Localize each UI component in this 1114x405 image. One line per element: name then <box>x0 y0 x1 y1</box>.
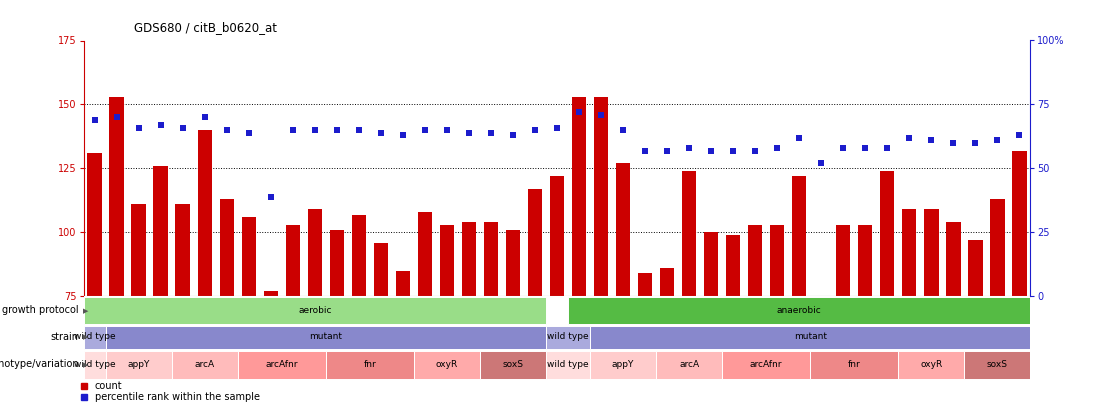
Bar <box>418 212 432 405</box>
Text: oxyR: oxyR <box>920 360 942 369</box>
Bar <box>528 189 543 405</box>
Text: ▶: ▶ <box>82 362 88 368</box>
Bar <box>84 326 106 349</box>
Text: mutant: mutant <box>310 333 342 341</box>
Text: strain: strain <box>51 332 79 342</box>
Text: growth protocol: growth protocol <box>2 305 79 315</box>
Bar <box>965 351 1030 379</box>
Text: arcA: arcA <box>680 360 700 369</box>
Bar <box>330 230 344 405</box>
Bar <box>1013 151 1027 405</box>
Text: arcA: arcA <box>195 360 215 369</box>
Bar <box>704 232 719 405</box>
Bar <box>571 97 586 405</box>
Text: fnr: fnr <box>363 360 377 369</box>
Text: anaerobic: anaerobic <box>776 306 822 315</box>
Bar <box>682 171 696 405</box>
Bar <box>925 209 938 405</box>
Bar <box>197 130 212 405</box>
Bar <box>172 351 237 379</box>
Text: arcAfnr: arcAfnr <box>265 360 297 369</box>
Bar <box>747 225 762 405</box>
Bar <box>880 171 895 405</box>
Bar <box>858 225 872 405</box>
Bar <box>106 326 546 349</box>
Bar <box>722 351 810 379</box>
Bar <box>659 268 674 405</box>
Bar <box>87 153 101 405</box>
Bar <box>440 225 455 405</box>
Bar <box>837 225 850 405</box>
Text: oxyR: oxyR <box>436 360 458 369</box>
Text: soxS: soxS <box>987 360 1008 369</box>
Bar <box>84 351 106 379</box>
Text: ▶: ▶ <box>82 308 88 313</box>
Text: aerobic: aerobic <box>299 306 332 315</box>
Text: ▶: ▶ <box>82 334 88 340</box>
Bar <box>106 351 172 379</box>
Bar <box>109 97 124 405</box>
Text: mutant: mutant <box>794 333 827 341</box>
Bar <box>483 222 498 405</box>
Text: count: count <box>95 381 123 391</box>
Bar <box>395 271 410 405</box>
Bar <box>414 351 480 379</box>
Text: soxS: soxS <box>502 360 524 369</box>
Text: GDS680 / citB_b0620_at: GDS680 / citB_b0620_at <box>134 21 276 34</box>
Text: wild type: wild type <box>74 333 116 341</box>
Bar <box>770 225 784 405</box>
Bar <box>264 291 277 405</box>
Text: appY: appY <box>612 360 634 369</box>
Bar <box>656 351 722 379</box>
Bar <box>325 351 414 379</box>
Text: wild type: wild type <box>74 360 116 369</box>
Bar <box>792 176 807 405</box>
Bar <box>352 215 367 405</box>
Bar <box>590 351 656 379</box>
Text: genotype/variation: genotype/variation <box>0 359 79 369</box>
Text: arcAfnr: arcAfnr <box>750 360 782 369</box>
Text: percentile rank within the sample: percentile rank within the sample <box>95 392 260 402</box>
Bar <box>546 326 590 349</box>
Text: fnr: fnr <box>848 360 861 369</box>
Bar <box>968 240 983 405</box>
Bar <box>84 297 546 324</box>
Bar <box>462 222 476 405</box>
Text: appY: appY <box>127 360 149 369</box>
Text: wild type: wild type <box>547 360 589 369</box>
Bar <box>285 225 300 405</box>
Bar <box>590 326 1030 349</box>
Bar <box>131 204 146 405</box>
Bar <box>373 243 388 405</box>
Bar <box>550 176 564 405</box>
Bar <box>219 199 234 405</box>
Bar <box>638 273 652 405</box>
Bar <box>810 351 898 379</box>
Bar <box>726 235 741 405</box>
Bar <box>946 222 960 405</box>
Bar <box>506 230 520 405</box>
Bar <box>307 209 322 405</box>
Bar <box>594 97 608 405</box>
Bar <box>546 351 590 379</box>
Text: wild type: wild type <box>547 333 589 341</box>
Bar <box>568 297 1030 324</box>
Bar <box>237 351 325 379</box>
Bar <box>242 217 256 405</box>
Bar <box>480 351 546 379</box>
Bar <box>616 163 631 405</box>
Bar <box>176 204 189 405</box>
Bar <box>154 166 168 405</box>
Bar <box>990 199 1005 405</box>
Bar <box>902 209 917 405</box>
Bar <box>898 351 965 379</box>
